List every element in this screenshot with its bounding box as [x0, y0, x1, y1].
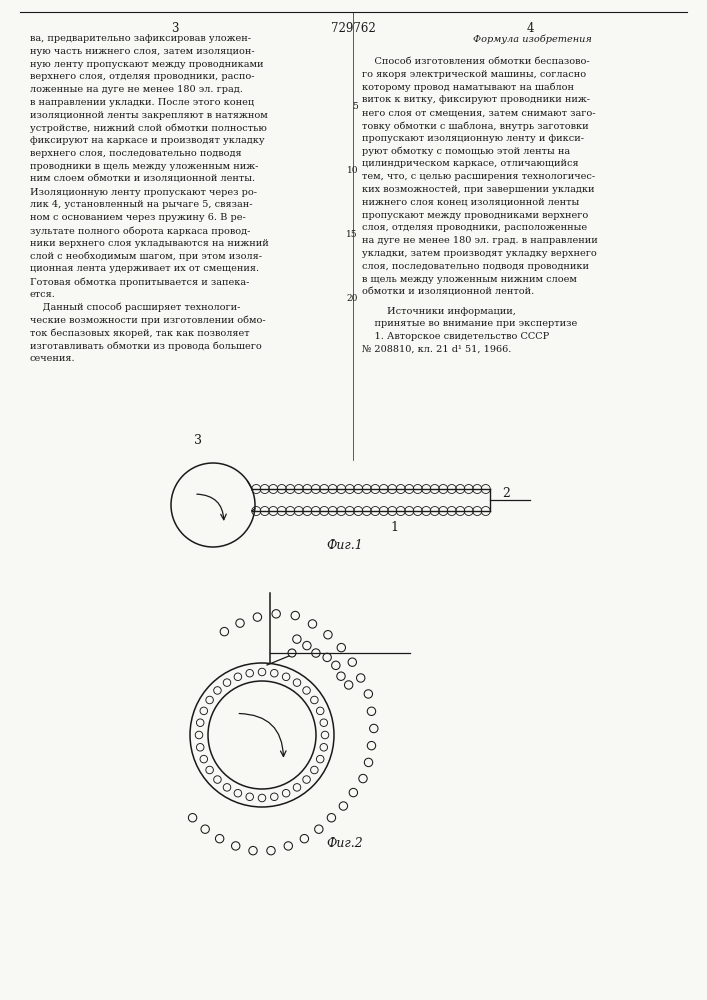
Text: ную часть нижнего слоя, затем изоляцион-: ную часть нижнего слоя, затем изоляцион- — [30, 47, 255, 56]
Text: тем, что, с целью расширения технологичес-: тем, что, с целью расширения технологиче… — [362, 172, 595, 181]
Text: 1: 1 — [391, 521, 399, 534]
Text: ники верхнего слоя укладываются на нижний: ники верхнего слоя укладываются на нижни… — [30, 239, 269, 248]
Text: лик 4, установленный на рычаге 5, связан-: лик 4, установленный на рычаге 5, связан… — [30, 200, 252, 209]
Text: Готовая обмотка пропитывается и запека-: Готовая обмотка пропитывается и запека- — [30, 277, 250, 287]
Text: в направлении укладки. После этого конец: в направлении укладки. После этого конец — [30, 98, 254, 107]
Text: которому провод наматывают на шаблон: которому провод наматывают на шаблон — [362, 83, 574, 92]
Text: ва, предварительно зафиксировав уложен-: ва, предварительно зафиксировав уложен- — [30, 34, 251, 43]
Text: Способ изготовления обмотки беспазово-: Способ изготовления обмотки беспазово- — [362, 57, 590, 66]
Text: ческие возможности при изготовлении обмо-: ческие возможности при изготовлении обмо… — [30, 316, 266, 325]
Text: фиксируют на каркасе и производят укладку: фиксируют на каркасе и производят укладк… — [30, 136, 264, 145]
Text: 3: 3 — [194, 434, 202, 447]
Text: слоя, последовательно подводя проводники: слоя, последовательно подводя проводники — [362, 262, 589, 271]
Text: 10: 10 — [346, 166, 358, 175]
Text: 20: 20 — [346, 294, 358, 303]
Text: руют обмотку с помощью этой ленты на: руют обмотку с помощью этой ленты на — [362, 147, 570, 156]
Text: ном с основанием через пружину 6. В ре-: ном с основанием через пружину 6. В ре- — [30, 213, 246, 222]
Text: Источники информации,: Источники информации, — [362, 307, 516, 316]
Text: виток к витку, фиксируют проводники ниж-: виток к витку, фиксируют проводники ниж- — [362, 95, 590, 104]
Text: сечения.: сечения. — [30, 354, 76, 363]
Text: на дуге не менее 180 эл. град. в направлении: на дуге не менее 180 эл. град. в направл… — [362, 236, 597, 245]
Text: ких возможностей, при завершении укладки: ких возможностей, при завершении укладки — [362, 185, 595, 194]
Text: цилиндрическом каркасе, отличающийся: цилиндрическом каркасе, отличающийся — [362, 159, 578, 168]
Text: слой с необходимым шагом, при этом изоля-: слой с необходимым шагом, при этом изоля… — [30, 252, 262, 261]
Text: принятые во внимание при экспертизе: принятые во внимание при экспертизе — [362, 319, 577, 328]
Text: проводники в щель между уложенным ниж-: проводники в щель между уложенным ниж- — [30, 162, 258, 171]
Text: 4: 4 — [526, 22, 534, 35]
Text: верхнего слоя, отделяя проводники, распо-: верхнего слоя, отделяя проводники, распо… — [30, 72, 255, 81]
Text: 15: 15 — [346, 230, 358, 239]
Text: Фиг.1: Фиг.1 — [327, 539, 363, 552]
Text: 2: 2 — [502, 487, 510, 500]
Text: ется.: ется. — [30, 290, 56, 299]
Text: пропускают между проводниками верхнего: пропускают между проводниками верхнего — [362, 211, 588, 220]
Text: него слоя от смещения, затем снимают заго-: него слоя от смещения, затем снимают заг… — [362, 108, 595, 117]
Text: пропускают изоляционную ленту и фикси-: пропускают изоляционную ленту и фикси- — [362, 134, 584, 143]
Text: в щель между уложенным нижним слоем: в щель между уложенным нижним слоем — [362, 275, 577, 284]
Text: № 208810, кл. 21 d¹ 51, 1966.: № 208810, кл. 21 d¹ 51, 1966. — [362, 345, 511, 354]
Text: ток беспазовых якорей, так как позволяет: ток беспазовых якорей, так как позволяет — [30, 328, 250, 338]
Text: Фиг.2: Фиг.2 — [327, 837, 363, 850]
Text: товку обмотки с шаблона, внутрь заготовки: товку обмотки с шаблона, внутрь заготовк… — [362, 121, 589, 131]
Text: го якоря электрической машины, согласно: го якоря электрической машины, согласно — [362, 70, 586, 79]
Text: слоя, отделяя проводники, расположенные: слоя, отделяя проводники, расположенные — [362, 223, 587, 232]
Text: обмотки и изоляционной лентой.: обмотки и изоляционной лентой. — [362, 287, 534, 296]
Text: ложенные на дуге не менее 180 эл. град.: ложенные на дуге не менее 180 эл. град. — [30, 85, 243, 94]
Text: Формула изобретения: Формула изобретения — [472, 34, 592, 43]
Text: зультате полного оборота каркаса провод-: зультате полного оборота каркаса провод- — [30, 226, 250, 235]
Text: ную ленту пропускают между проводниками: ную ленту пропускают между проводниками — [30, 60, 264, 69]
Text: изоляционной ленты закрепляют в натяжном: изоляционной ленты закрепляют в натяжном — [30, 111, 268, 120]
Text: ционная лента удерживает их от смещения.: ционная лента удерживает их от смещения. — [30, 264, 259, 273]
Text: нижнего слоя конец изоляционной ленты: нижнего слоя конец изоляционной ленты — [362, 198, 579, 207]
Text: 5: 5 — [352, 102, 358, 111]
Text: Изоляционную ленту пропускают через ро-: Изоляционную ленту пропускают через ро- — [30, 188, 257, 197]
Text: 729762: 729762 — [331, 22, 375, 35]
Text: укладки, затем производят укладку верхнего: укладки, затем производят укладку верхне… — [362, 249, 597, 258]
Text: верхнего слоя, последовательно подводя: верхнего слоя, последовательно подводя — [30, 149, 242, 158]
Text: изготавливать обмотки из провода большего: изготавливать обмотки из провода большег… — [30, 341, 262, 351]
Text: устройстве, нижний слой обмотки полностью: устройстве, нижний слой обмотки полность… — [30, 124, 267, 133]
Text: Данный способ расширяет технологи-: Данный способ расширяет технологи- — [30, 303, 240, 312]
Text: 3: 3 — [171, 22, 179, 35]
Text: 1. Авторское свидетельство СССР: 1. Авторское свидетельство СССР — [362, 332, 549, 341]
Text: ним слоем обмотки и изоляционной ленты.: ним слоем обмотки и изоляционной ленты. — [30, 175, 255, 184]
